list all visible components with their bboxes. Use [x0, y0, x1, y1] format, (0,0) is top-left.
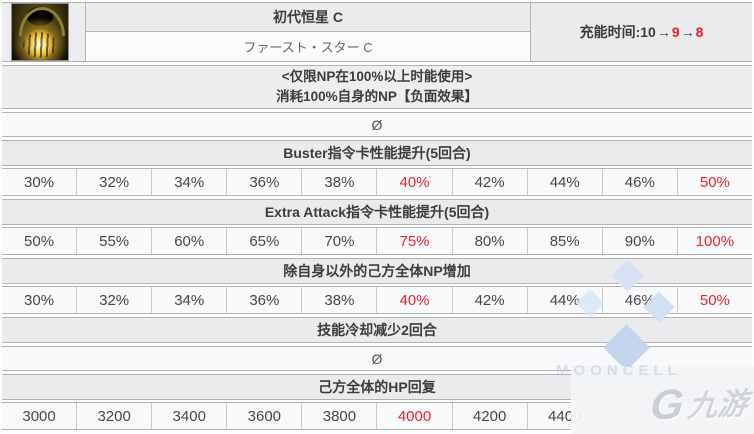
jiuyou-logo-text: 九游 [686, 387, 750, 424]
effect-value-cell: 85% [526, 228, 602, 254]
effect-value-cell: 30% [24, 173, 55, 191]
effect-value-cell: 3200 [76, 403, 151, 429]
effect-value-cell: 50% [24, 232, 55, 250]
effect-value-cell: 60% [151, 228, 226, 254]
skill-condition-block: <仅限NP在100%以上时能使用> 消耗100%自身的NP【负面效果】 [2, 65, 752, 109]
effect-value-cell: 3400 [151, 403, 226, 429]
effect-value-cell: 32% [76, 169, 151, 195]
mooncell-watermark-text: MOONCELL [556, 362, 682, 379]
arrow-icon: → [656, 24, 671, 40]
cooldown-max: 8 [695, 24, 704, 40]
arrow-icon: → [680, 24, 695, 40]
effect-value-cell: 70% [301, 228, 376, 254]
skill-name-cn: 初代恒星 C [86, 3, 530, 32]
condition-line-1: <仅限NP在100%以上时能使用> [281, 69, 473, 84]
effect-value-cell: 34% [151, 169, 226, 195]
effect-value-cell: 50% [676, 169, 752, 195]
empty-symbol-row: Ø [2, 112, 752, 137]
skill-icon-cell [2, 3, 86, 61]
effect-value-cell: 32% [76, 287, 151, 313]
effect-value-cell: 75% [376, 228, 451, 254]
cooldown-cell: 充能时间: 10 → 9 → 8 [530, 3, 752, 61]
effect-value-cell: 50% [676, 287, 752, 313]
effect-value-cell: 36% [226, 169, 301, 195]
effect-value-cell: 4200 [451, 403, 527, 429]
effect-value-cell: 40% [376, 169, 451, 195]
cooldown-mid: 9 [671, 24, 680, 40]
effect-value-cell: 38% [301, 287, 376, 313]
corner-overlay [571, 366, 754, 434]
effect-value-cell: 65% [226, 228, 301, 254]
effect-value-cell: 30% [24, 291, 55, 309]
jiuyou-g-icon: G [648, 380, 687, 429]
effect-value-cell: 44% [526, 287, 602, 313]
effect-block: Buster指令卡性能提升(5回合) 30% 32% 34% 36% 38% 40% 42% 4… [2, 140, 752, 196]
skill-name-jp: ファースト・スター C [86, 32, 530, 61]
effect-value-cell: 100% [676, 228, 752, 254]
effect-title: Buster指令卡性能提升(5回合) [2, 140, 752, 166]
skill-header-block: 初代恒星 C ファースト・スター C 充能时间: 10 → 9 → 8 [2, 2, 752, 62]
effect-values-row: 50% 55% 60% 65% 70% 75% 80% 85% 90% 100% [2, 227, 752, 255]
effect-value-cell: 3600 [226, 403, 301, 429]
condition-line-2: 消耗100%自身的NP【负面效果】 [276, 89, 478, 104]
effect-block: Extra Attack指令卡性能提升(5回合) 50% 55% 60% 65% 70% 7… [2, 199, 752, 255]
jiuyou-logo: G 九游 [648, 378, 754, 429]
effect-value-cell: 3800 [301, 403, 376, 429]
effect-value-cell: 36% [226, 287, 301, 313]
effect-block: 除自身以外的己方全体NP增加 30% 32% 34% 36% 38% 40% 42% 44% 46… [2, 258, 752, 314]
effect-value-cell: 34% [151, 287, 226, 313]
skill-name-cell: 初代恒星 C ファースト・スター C [86, 3, 530, 61]
skill-icon [11, 3, 69, 61]
effect-value-cell: 44% [526, 169, 602, 195]
effect-value-cell: 55% [76, 228, 151, 254]
effect-value-cell: 80% [451, 228, 527, 254]
effect-value-cell: 46% [601, 169, 677, 195]
effect-values-row: 30% 32% 34% 36% 38% 40% 42% 44% 46% 50% [2, 168, 752, 196]
effect-value-cell: 40% [376, 287, 451, 313]
effect-value-cell: 3000 [22, 407, 56, 425]
cooldown-base: 10 [640, 24, 656, 40]
effect-value-cell: 42% [451, 169, 527, 195]
cooldown-label: 充能时间: [579, 24, 641, 40]
effect-value-cell: 42% [451, 287, 527, 313]
effect-value-cell: 38% [301, 169, 376, 195]
effect-value-cell: 4000 [376, 403, 451, 429]
effect-title: Extra Attack指令卡性能提升(5回合) [2, 199, 752, 225]
effect-value-cell: 90% [601, 228, 677, 254]
effect-values-row: 30% 32% 34% 36% 38% 40% 42% 44% 46% 50% [2, 286, 752, 314]
